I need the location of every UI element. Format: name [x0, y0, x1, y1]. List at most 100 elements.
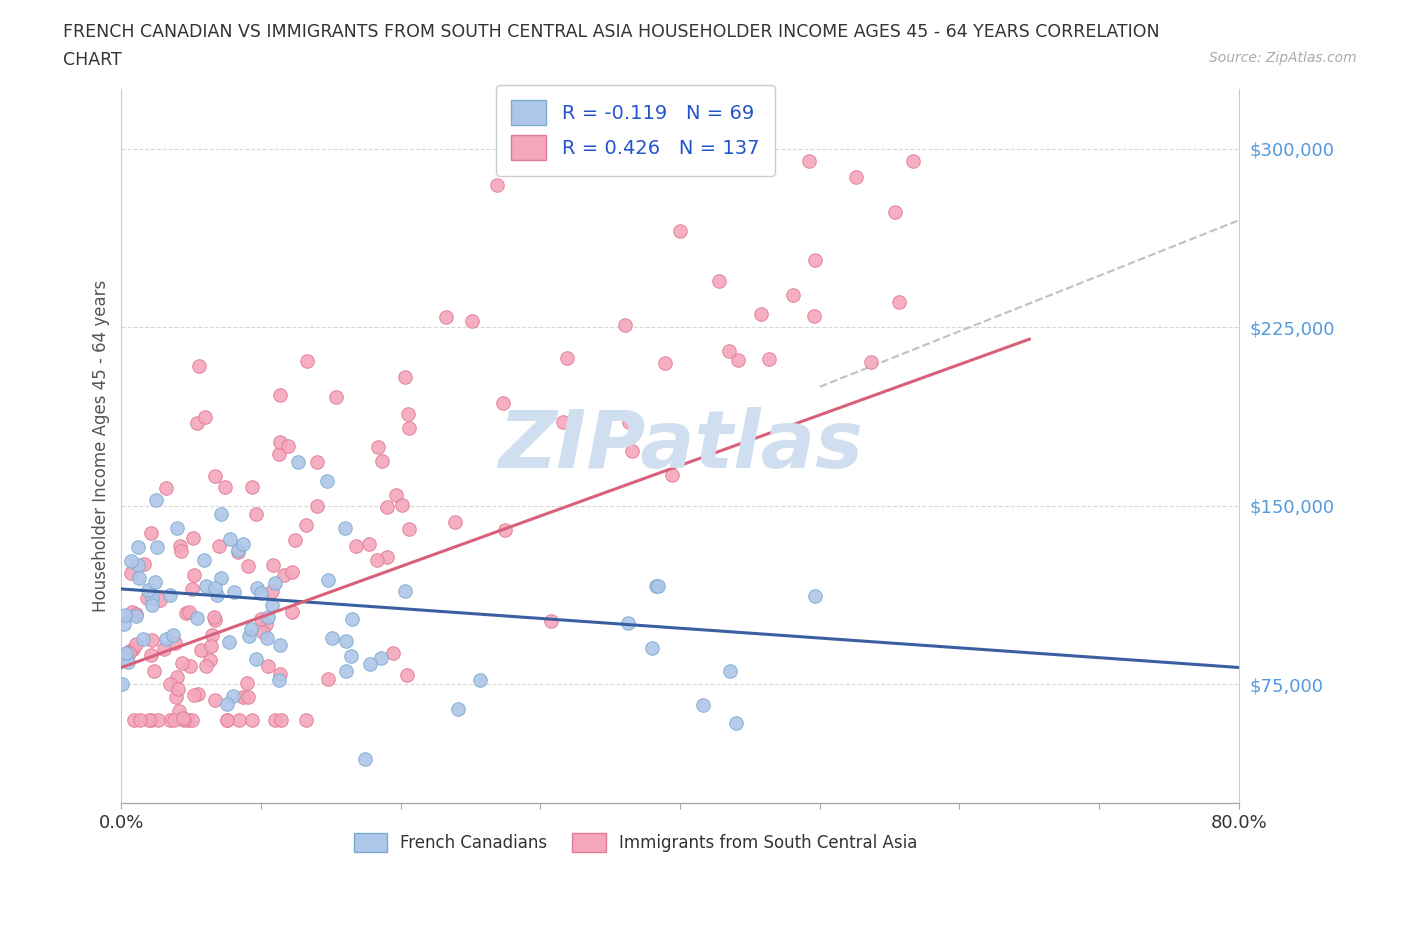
Point	[366, 552, 388, 567]
Point	[339, 648, 361, 663]
Point	[295, 712, 318, 727]
Point	[287, 455, 309, 470]
Point	[209, 570, 232, 585]
Point	[444, 514, 467, 529]
Point	[166, 521, 188, 536]
Point	[305, 455, 328, 470]
Point	[162, 628, 184, 643]
Point	[799, 153, 821, 168]
Point	[174, 606, 197, 621]
Point	[219, 532, 242, 547]
Point	[281, 604, 304, 619]
Point	[494, 522, 516, 537]
Point	[215, 712, 238, 727]
Point	[141, 597, 163, 612]
Point	[267, 672, 290, 687]
Point	[245, 652, 267, 667]
Point	[357, 537, 380, 551]
Point	[295, 353, 318, 368]
Point	[269, 446, 291, 461]
Point	[654, 356, 676, 371]
Point	[186, 610, 208, 625]
Point	[195, 578, 218, 593]
Point	[173, 712, 195, 727]
Point	[240, 712, 263, 727]
Point	[215, 696, 238, 711]
Point	[218, 634, 240, 649]
Point	[316, 671, 339, 686]
Point	[270, 712, 292, 727]
Point	[370, 651, 392, 666]
Legend: French Canadians, Immigrants from South Central Asia: French Canadians, Immigrants from South …	[347, 827, 924, 859]
Point	[155, 631, 177, 646]
Point	[335, 521, 357, 536]
Point	[782, 288, 804, 303]
Point	[139, 647, 162, 662]
Point	[669, 224, 692, 239]
Point	[120, 565, 142, 580]
Point	[226, 542, 249, 557]
Point	[613, 318, 636, 333]
Point	[692, 698, 714, 712]
Point	[124, 609, 146, 624]
Point	[325, 390, 347, 405]
Text: FRENCH CANADIAN VS IMMIGRANTS FROM SOUTH CENTRAL ASIA HOUSEHOLDER INCOME AGES 45: FRENCH CANADIAN VS IMMIGRANTS FROM SOUTH…	[63, 23, 1160, 41]
Point	[859, 354, 882, 369]
Point	[136, 583, 159, 598]
Point	[179, 658, 201, 673]
Point	[141, 525, 163, 540]
Point	[125, 637, 148, 652]
Point	[540, 614, 562, 629]
Point	[398, 420, 420, 435]
Point	[177, 712, 200, 727]
Point	[246, 580, 269, 595]
Point	[148, 712, 170, 727]
Point	[159, 588, 181, 603]
Point	[557, 350, 579, 365]
Point	[316, 573, 339, 588]
Point	[169, 538, 191, 553]
Point	[264, 712, 287, 727]
Point	[190, 643, 212, 658]
Point	[186, 416, 208, 431]
Point	[250, 611, 273, 626]
Point	[180, 712, 202, 727]
Point	[143, 574, 166, 589]
Point	[264, 575, 287, 590]
Point	[141, 712, 163, 727]
Point	[249, 585, 271, 600]
Point	[235, 675, 257, 690]
Point	[165, 690, 187, 705]
Point	[155, 481, 177, 496]
Point	[269, 637, 291, 652]
Point	[269, 666, 291, 681]
Point	[254, 617, 277, 631]
Point	[169, 544, 191, 559]
Point	[240, 621, 263, 636]
Point	[232, 537, 254, 551]
Point	[485, 178, 508, 193]
Point	[204, 692, 226, 707]
Point	[294, 517, 316, 532]
Point	[394, 584, 416, 599]
Point	[616, 615, 638, 630]
Point	[398, 522, 420, 537]
Point	[245, 506, 267, 521]
Point	[396, 406, 419, 421]
Point	[170, 656, 193, 671]
Point	[620, 444, 643, 458]
Point	[166, 670, 188, 684]
Point	[112, 617, 135, 631]
Point	[718, 663, 741, 678]
Point	[884, 205, 907, 219]
Point	[132, 556, 155, 571]
Point	[193, 552, 215, 567]
Point	[208, 538, 231, 553]
Point	[183, 687, 205, 702]
Point	[381, 645, 404, 660]
Point	[122, 642, 145, 657]
Point	[166, 682, 188, 697]
Point	[260, 598, 283, 613]
Point	[141, 632, 163, 647]
Point	[269, 434, 291, 449]
